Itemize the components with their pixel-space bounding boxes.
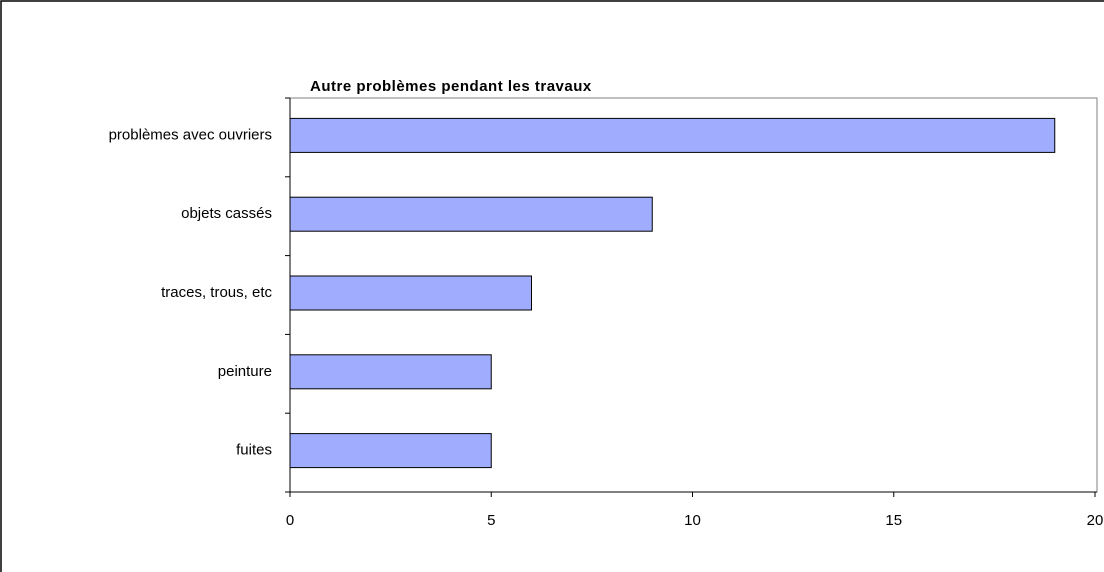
x-tick-label: 15 xyxy=(885,512,902,529)
bar xyxy=(289,275,532,311)
y-tick-label: traces, trous, etc xyxy=(161,284,272,301)
x-tick-label: 0 xyxy=(286,512,294,529)
x-tick-label: 20 xyxy=(1087,512,1104,529)
y-tick-label: problèmes avec ouvriers xyxy=(109,126,272,143)
y-tick-label: peinture xyxy=(218,363,272,380)
x-tick-label: 5 xyxy=(487,512,495,529)
y-tick-label: fuites xyxy=(236,442,272,459)
chart-title: Autre problèmes pendant les travaux xyxy=(310,78,592,95)
x-tick-label: 10 xyxy=(684,512,701,529)
bar xyxy=(289,117,1056,153)
y-tick-label: objets cassés xyxy=(181,205,272,222)
bar xyxy=(289,196,653,232)
bar xyxy=(289,433,492,469)
bar xyxy=(289,354,492,390)
